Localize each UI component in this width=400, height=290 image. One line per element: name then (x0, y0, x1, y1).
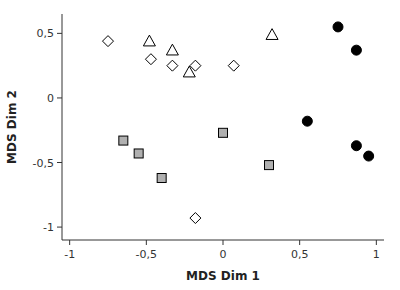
point-circle (351, 45, 361, 55)
series-diamond (103, 36, 240, 224)
y-tick-label: -1 (43, 221, 54, 234)
point-diamond (145, 54, 156, 65)
x-tick-label: -0,5 (136, 248, 157, 261)
point-square (134, 149, 143, 158)
x-axis-label: MDS Dim 1 (186, 269, 260, 283)
point-square (219, 128, 228, 137)
y-axis-label: MDS Dim 2 (5, 90, 19, 164)
y-tick (57, 33, 62, 34)
x-tick (146, 240, 147, 245)
point-triangle (166, 44, 178, 55)
y-tick (57, 162, 62, 163)
point-square (119, 136, 128, 145)
series-circle (302, 22, 373, 161)
point-diamond (228, 60, 239, 71)
point-triangle (266, 29, 278, 40)
series-triangle (143, 29, 278, 77)
y-axis-line (62, 14, 63, 240)
point-diamond (167, 60, 178, 71)
x-tick-label: 0 (220, 248, 227, 261)
point-circle (364, 151, 374, 161)
y-tick-label: 0 (47, 92, 54, 105)
x-tick (69, 240, 70, 245)
y-tick (57, 227, 62, 228)
series-square (119, 128, 274, 182)
y-tick-label: 0,5 (37, 27, 55, 40)
x-tick-label: 0,5 (291, 248, 309, 261)
x-tick-label: 1 (373, 248, 380, 261)
x-tick (376, 240, 377, 245)
x-tick-label: -1 (64, 248, 75, 261)
y-tick (57, 97, 62, 98)
point-triangle (143, 35, 155, 46)
point-circle (302, 116, 312, 126)
point-circle (333, 22, 343, 32)
point-circle (351, 141, 361, 151)
y-tick-label: -0,5 (33, 157, 54, 170)
x-tick (223, 240, 224, 245)
point-square (157, 174, 166, 183)
point-diamond (103, 36, 114, 47)
x-tick (299, 240, 300, 245)
point-square (265, 161, 274, 170)
points (103, 22, 374, 224)
point-triangle (183, 66, 195, 77)
point-diamond (190, 213, 201, 224)
chart: -1 -0,5 0 0,5 1 -1 -0,5 0 0,5 MDS Dim 1 MDS Dim 2 (0, 0, 400, 290)
